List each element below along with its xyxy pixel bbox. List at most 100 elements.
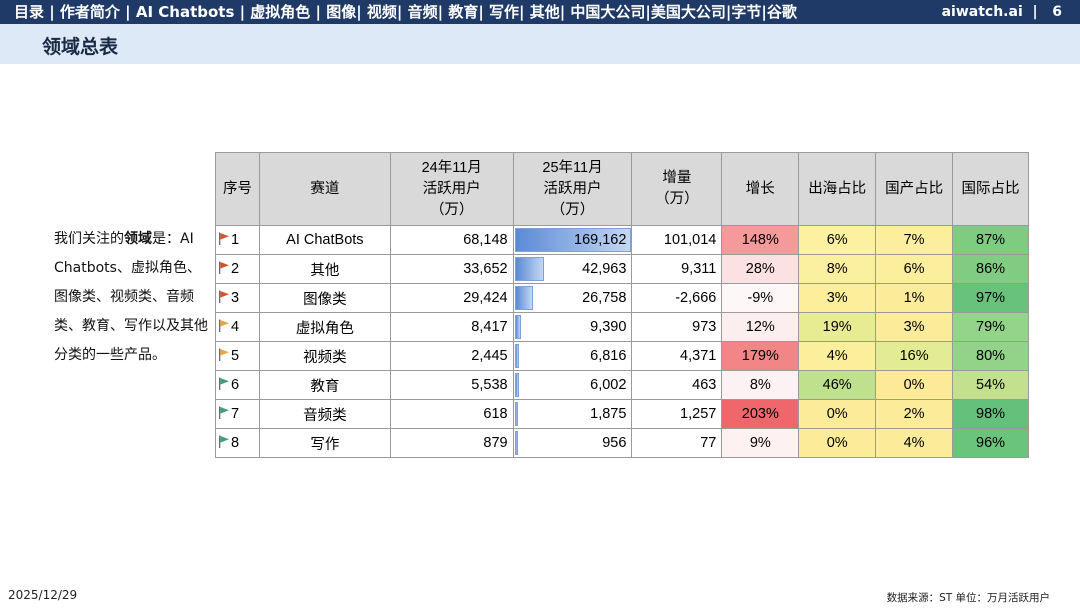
track-cell: 图像类 — [258, 283, 391, 313]
domestic-share-cell: 7% — [875, 225, 954, 255]
intl-share-cell: 97% — [952, 283, 1029, 313]
delta-cell: 77 — [631, 428, 723, 458]
nov24-users-cell: 68,148 — [389, 225, 514, 255]
data-bar — [514, 257, 545, 281]
nov25-users-cell: 6,816 — [512, 341, 633, 371]
flag-icon — [219, 232, 229, 245]
domestic-share-cell: 4% — [875, 428, 954, 458]
bar-value: 956 — [602, 434, 627, 451]
site-name: aiwatch.ai — [941, 4, 1023, 20]
column-header: 增长 — [721, 152, 800, 226]
domestic-share-cell: 3% — [875, 312, 954, 342]
row-index-cell: 7 — [215, 399, 260, 429]
bar-value: 169,162 — [574, 231, 627, 248]
flag-icon — [219, 261, 229, 274]
track-cell: 音频类 — [258, 399, 391, 429]
growth-cell: 28% — [721, 254, 800, 284]
table-row: 4 虚拟角色 8,417 9,390 973 12% 19% 3% 79% — [215, 312, 1029, 342]
footer-source: 数据来源：ST 单位：万月活跃用户 — [886, 592, 1050, 604]
bar-value: 9,390 — [590, 318, 627, 335]
separator: | — [1027, 4, 1048, 20]
table-header-row: 序号 赛道 24年11月 活跃用户 （万） 25年11月 活跃用户 （万） 增量 （万） 增长 出海占… — [215, 152, 1029, 226]
growth-cell: 179% — [721, 341, 800, 371]
domain-summary-table: 序号 赛道 24年11月 活跃用户 （万） 25年11月 活跃用户 （万） 增量 （万） 增长 出海占… — [215, 152, 1029, 458]
row-index-cell: 4 — [215, 312, 260, 342]
nov24-users-cell: 5,538 — [389, 370, 514, 400]
flag-icon — [219, 406, 229, 419]
growth-cell: 203% — [721, 399, 800, 429]
delta-cell: 973 — [631, 312, 723, 342]
domestic-share-cell: 2% — [875, 399, 954, 429]
track-cell: 其他 — [258, 254, 391, 284]
overseas-share-cell: 4% — [798, 341, 877, 371]
column-header: 赛道 — [258, 152, 391, 226]
track-cell: AI ChatBots — [258, 225, 391, 255]
section-nav[interactable]: 目录 | 作者简介 | AI Chatbots | 虚拟角色 | 图像| 视频|… — [14, 3, 797, 21]
row-index-cell: 2 — [215, 254, 260, 284]
nov24-users-cell: 2,445 — [389, 341, 514, 371]
nov25-users-cell: 956 — [512, 428, 633, 458]
table-body: 1 AI ChatBots 68,148 169,162 101,014 148% 6% 7%… — [215, 225, 1029, 458]
intl-share-cell: 87% — [952, 225, 1029, 255]
bar-value: 42,963 — [582, 260, 627, 277]
intro-prefix: 我们关注的 — [54, 231, 124, 247]
column-header: 出海占比 — [798, 152, 877, 226]
overseas-share-cell: 6% — [798, 225, 877, 255]
table-row: 8 写作 879 956 77 9% 0% 4% 96% — [215, 428, 1029, 458]
flag-icon — [219, 377, 229, 390]
row-number: 3 — [231, 290, 240, 306]
overseas-share-cell: 3% — [798, 283, 877, 313]
domestic-share-cell: 16% — [875, 341, 954, 371]
row-index-cell: 6 — [215, 370, 260, 400]
title-bar: 领域总表 — [0, 24, 1080, 64]
growth-cell: 148% — [721, 225, 800, 255]
flag-icon — [219, 435, 229, 448]
data-bar — [514, 286, 533, 310]
site-brand: aiwatch.ai | 6 — [942, 0, 1062, 24]
nov25-users-cell: 6,002 — [512, 370, 633, 400]
bar-value: 26,758 — [582, 289, 627, 306]
row-number: 7 — [231, 406, 240, 422]
nov24-users-cell: 618 — [389, 399, 514, 429]
domestic-share-cell: 1% — [875, 283, 954, 313]
data-bar — [514, 373, 519, 397]
column-header: 25年11月 活跃用户 （万） — [512, 152, 633, 226]
nov24-users-cell: 33,652 — [389, 254, 514, 284]
intro-highlight: 领域 — [124, 231, 152, 247]
row-number: 6 — [231, 377, 240, 393]
row-index-cell: 3 — [215, 283, 260, 313]
bar-value: 1,875 — [590, 405, 627, 422]
nov24-users-cell: 879 — [389, 428, 514, 458]
data-bar — [514, 431, 518, 455]
top-nav-bar: 目录 | 作者简介 | AI Chatbots | 虚拟角色 | 图像| 视频|… — [0, 0, 1080, 24]
intl-share-cell: 96% — [952, 428, 1029, 458]
table-row: 3 图像类 29,424 26,758 -2,666 -9% 3% 1% 97% — [215, 283, 1029, 313]
track-cell: 写作 — [258, 428, 391, 458]
table-row: 7 音频类 618 1,875 1,257 203% 0% 2% 98% — [215, 399, 1029, 429]
intl-share-cell: 86% — [952, 254, 1029, 284]
table-row: 5 视频类 2,445 6,816 4,371 179% 4% 16% 80% — [215, 341, 1029, 371]
overseas-share-cell: 8% — [798, 254, 877, 284]
table-row: 2 其他 33,652 42,963 9,311 28% 8% 6% 86% — [215, 254, 1029, 284]
nov25-users-cell: 42,963 — [512, 254, 633, 284]
bar-value: 6,002 — [590, 376, 627, 393]
intl-share-cell: 80% — [952, 341, 1029, 371]
intro-text: 我们关注的领域是：AI Chatbots、虚拟角色、 图像类、视频类、音频类、教… — [54, 225, 214, 370]
table-row: 1 AI ChatBots 68,148 169,162 101,014 148% 6% 7%… — [215, 225, 1029, 255]
nov25-users-cell: 9,390 — [512, 312, 633, 342]
intro-suffix: 是：AI Chatbots、虚拟角色、 图像类、视频类、音频类、教育、写作以及其… — [54, 231, 208, 363]
page-title: 领域总表 — [42, 36, 119, 58]
nov25-users-cell: 169,162 — [512, 225, 633, 255]
nov25-users-cell: 26,758 — [512, 283, 633, 313]
footer-date: 2025/12/29 — [8, 588, 78, 602]
intl-share-cell: 79% — [952, 312, 1029, 342]
growth-cell: -9% — [721, 283, 800, 313]
track-cell: 虚拟角色 — [258, 312, 391, 342]
column-header: 24年11月 活跃用户 （万） — [389, 152, 514, 226]
column-header: 国际占比 — [952, 152, 1029, 226]
row-index-cell: 8 — [215, 428, 260, 458]
delta-cell: 4,371 — [631, 341, 723, 371]
bar-value: 6,816 — [590, 347, 627, 364]
nov24-users-cell: 29,424 — [389, 283, 514, 313]
intl-share-cell: 54% — [952, 370, 1029, 400]
